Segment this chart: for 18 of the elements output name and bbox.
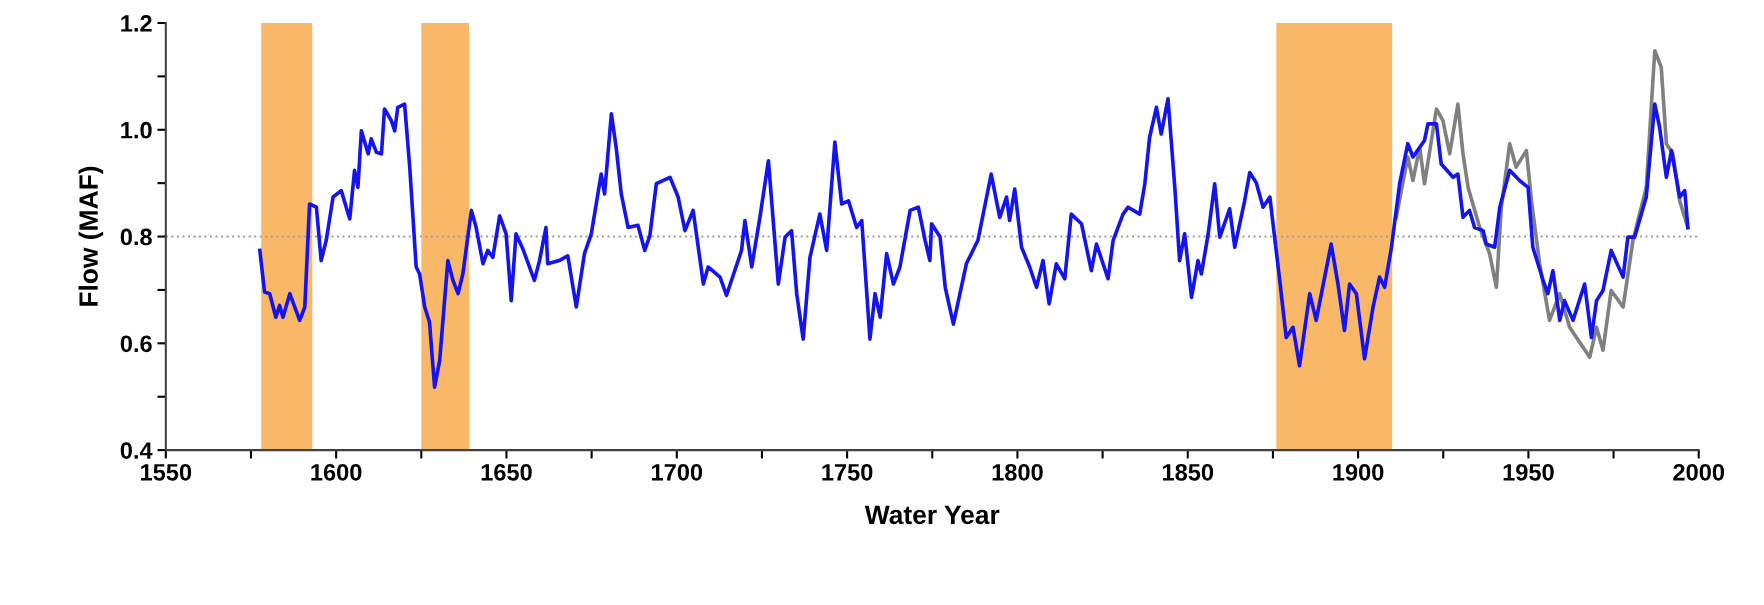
y-tick-label: 1.2: [121, 15, 152, 32]
x-tick-label: 1700: [652, 463, 703, 481]
x-tick-label: 2000: [1673, 463, 1725, 481]
x-tick-label: 1900: [1333, 463, 1384, 481]
line-series: [258, 97, 1690, 389]
x-tick-label: 1650: [481, 463, 532, 481]
x-axis-title: Water Year: [864, 505, 1000, 525]
y-tick-label: 1.0: [121, 121, 152, 139]
y-tick-label: 0.8: [120, 228, 152, 246]
x-tick-label: 1550: [141, 463, 192, 481]
y-tick-label: 0.4: [120, 442, 153, 459]
x-tick-label: 1750: [822, 463, 873, 481]
x-tick-label: 1950: [1503, 463, 1554, 481]
x-tick-label: 1850: [1162, 463, 1214, 481]
y-tick-label: 0.6: [120, 335, 152, 353]
x-tick-label: 1600: [311, 463, 362, 481]
y-axis-title: Flow (MAF): [78, 166, 104, 306]
x-tick-label: 1800: [992, 463, 1043, 481]
